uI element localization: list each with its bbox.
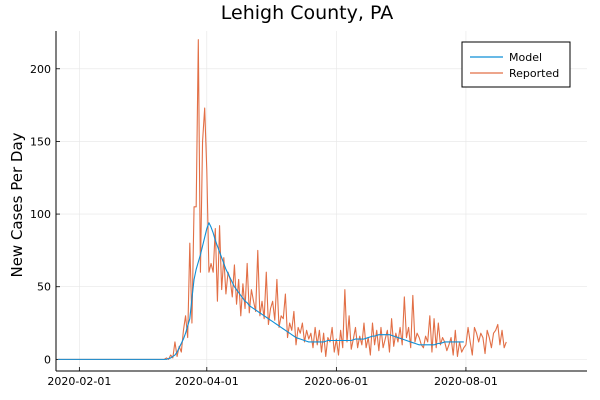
series-lines	[58, 39, 507, 360]
x-tick-label: 2020-06-01	[304, 375, 368, 388]
tick-labels: 0 50 100 150 200 2020-02-01 2020-04-01 2020-06-…	[30, 63, 498, 388]
series-line-model	[58, 222, 464, 360]
x-tick-label: 2020-08-01	[434, 375, 498, 388]
y-tick-label: 50	[37, 281, 51, 294]
y-tick-label: 150	[30, 135, 51, 148]
x-tick-label: 2020-02-01	[47, 375, 111, 388]
y-tick-label: 100	[30, 208, 51, 221]
series-line-reported	[58, 39, 507, 360]
y-tick-label: 0	[44, 353, 51, 366]
x-tick-label: 2020-04-01	[175, 375, 239, 388]
legend: Model Reported	[461, 41, 571, 88]
y-tick-label: 200	[30, 63, 51, 76]
axes	[55, 31, 587, 372]
legend-label-reported: Reported	[509, 67, 559, 80]
chart-title: Lehigh County, PA	[221, 2, 393, 24]
legend-box	[461, 41, 571, 88]
legend-label-model: Model	[509, 51, 542, 64]
grid-lines	[56, 31, 587, 371]
y-axis-label: New Cases Per Day	[8, 132, 26, 277]
